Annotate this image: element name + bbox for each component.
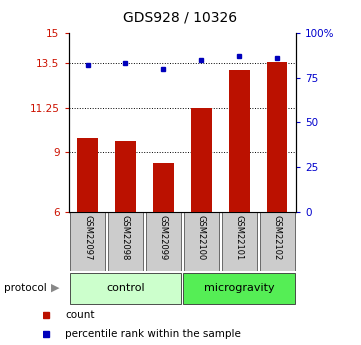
- Bar: [222, 212, 257, 271]
- Bar: [184, 212, 219, 271]
- Bar: [191, 108, 212, 212]
- Text: GSM22102: GSM22102: [273, 215, 282, 260]
- Bar: [146, 212, 181, 271]
- Bar: [183, 273, 295, 304]
- Text: GDS928 / 10326: GDS928 / 10326: [123, 10, 238, 24]
- Bar: [108, 212, 143, 271]
- Text: GSM22100: GSM22100: [197, 215, 206, 260]
- Bar: [70, 212, 105, 271]
- Text: GSM22098: GSM22098: [121, 215, 130, 260]
- Text: microgravity: microgravity: [204, 283, 274, 293]
- Text: ▶: ▶: [51, 283, 60, 293]
- Text: protocol: protocol: [4, 283, 46, 293]
- Bar: [260, 212, 295, 271]
- Text: GSM22101: GSM22101: [235, 215, 244, 260]
- Bar: [267, 62, 287, 212]
- Bar: [229, 70, 249, 212]
- Text: GSM22099: GSM22099: [159, 215, 168, 260]
- Bar: [77, 138, 98, 212]
- Text: percentile rank within the sample: percentile rank within the sample: [65, 329, 241, 339]
- Text: count: count: [65, 310, 95, 319]
- Bar: [115, 141, 136, 212]
- Bar: [70, 273, 181, 304]
- Text: GSM22097: GSM22097: [83, 215, 92, 260]
- Bar: [153, 163, 174, 212]
- Text: control: control: [106, 283, 145, 293]
